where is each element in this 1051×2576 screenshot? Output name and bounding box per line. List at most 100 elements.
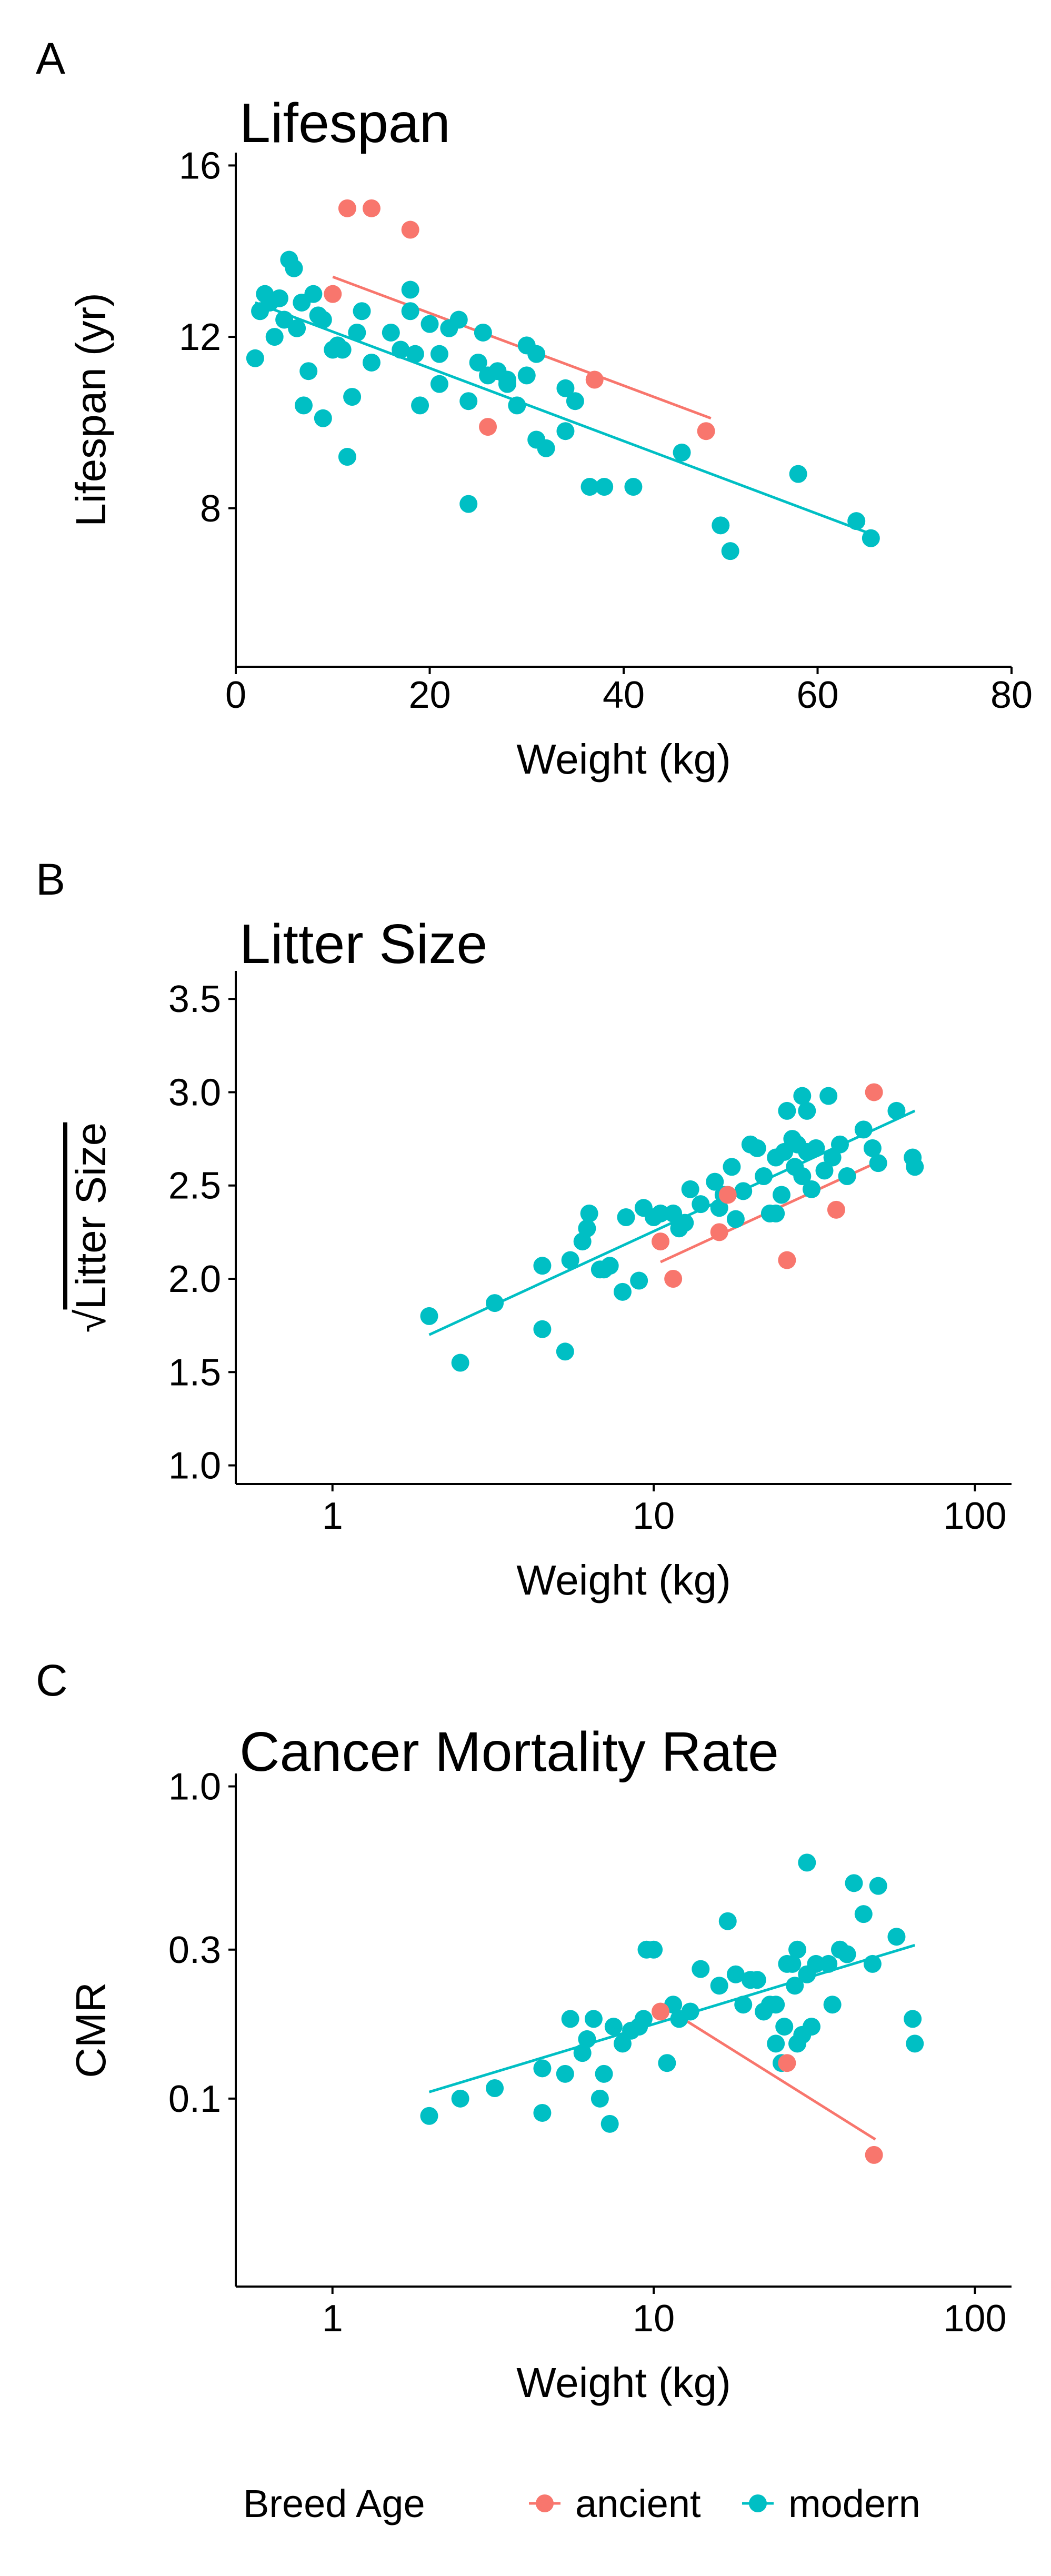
data-point-modern — [573, 2044, 592, 2062]
data-point-modern — [430, 345, 448, 363]
panel-label: B — [36, 855, 65, 904]
data-point-modern — [755, 1167, 773, 1185]
y-tick-label: 0.3 — [168, 1929, 221, 1971]
data-point-modern — [533, 2059, 552, 2078]
data-point-modern — [600, 1257, 619, 1275]
data-point-modern — [561, 1251, 579, 1269]
x-axis-title: Weight (kg) — [516, 1557, 731, 1603]
data-point-modern — [265, 328, 284, 346]
data-point-modern — [786, 1977, 804, 1995]
data-point-modern — [406, 345, 424, 363]
data-point-modern — [401, 302, 419, 320]
y-tick-label: 1.0 — [168, 1766, 221, 1808]
y-tick-label: 2.0 — [168, 1258, 221, 1300]
data-point-modern — [718, 1912, 737, 1930]
y-tick-label: 0.1 — [168, 2078, 221, 2120]
x-tick-label: 20 — [408, 674, 451, 716]
data-point-modern — [600, 2114, 619, 2133]
data-point-ancient — [338, 199, 356, 217]
data-point-modern — [498, 375, 516, 393]
data-point-modern — [748, 1971, 766, 1989]
data-point-ancient — [479, 418, 497, 436]
data-point-modern — [578, 1219, 596, 1238]
data-point-modern — [288, 319, 306, 337]
x-tick-label: 100 — [943, 2298, 1006, 2340]
data-point-modern — [793, 1087, 812, 1105]
panel-c-cancer-mortality-rate: C Cancer Mortality Rate 1 10 100 0.1 0.3 1.0 Wei… — [36, 1656, 1012, 2406]
data-point-ancient — [778, 2054, 796, 2072]
data-point-modern — [789, 465, 807, 483]
data-point-modern — [420, 1307, 438, 1325]
data-point-modern — [692, 1960, 710, 1978]
data-point-ancient — [324, 285, 342, 303]
data-point-modern — [556, 422, 575, 440]
data-point-modern — [451, 2089, 469, 2108]
data-point-modern — [767, 1204, 785, 1222]
y-tick-label: 1.5 — [168, 1351, 221, 1394]
data-point-modern — [692, 1195, 710, 1214]
data-point-modern — [712, 516, 730, 535]
data-point-modern — [533, 1320, 552, 1338]
data-point-modern — [411, 396, 429, 415]
data-point-modern — [726, 1210, 745, 1228]
data-point-modern — [869, 1154, 887, 1172]
data-point-modern — [721, 542, 739, 560]
data-point-ancient — [778, 1251, 796, 1269]
data-point-modern — [798, 1853, 816, 1872]
chart-title: Cancer Mortality Rate — [239, 1721, 779, 1783]
data-point-modern — [807, 1139, 825, 1157]
data-point-modern — [333, 340, 352, 359]
data-point-modern — [420, 2107, 438, 2125]
data-point-modern — [775, 1142, 794, 1161]
data-point-modern — [517, 366, 536, 385]
data-point-modern — [863, 1954, 882, 1973]
y-axis-title: CMR — [67, 1982, 114, 2078]
data-point-modern — [854, 1905, 873, 1923]
data-point-modern — [863, 1139, 882, 1157]
y-axis-title: Lifespan (yr) — [67, 293, 114, 527]
data-point-modern — [634, 2010, 653, 2028]
data-point-modern — [734, 1996, 753, 2014]
panel-a-lifespan: A Lifespan 0 20 40 60 80 8 12 16 Weight (kg) Lifesp… — [36, 34, 1033, 783]
x-axis-title: Weight (kg) — [516, 736, 731, 783]
data-point-modern — [595, 2064, 613, 2083]
data-point-modern — [706, 1172, 724, 1191]
y-tick-label: 3.5 — [168, 978, 221, 1020]
legend-key-point-modern — [749, 2494, 767, 2512]
data-point-modern — [459, 495, 478, 513]
data-point-modern — [775, 2018, 794, 2036]
legend-title: Breed Age — [243, 2482, 425, 2525]
legend-key-point-ancient — [536, 2494, 554, 2512]
data-point-modern — [906, 2034, 924, 2053]
y-axis-title: √Litter Size — [67, 1122, 114, 1333]
data-point-modern — [527, 345, 546, 363]
data-point-modern — [469, 353, 487, 372]
data-point-modern — [314, 409, 332, 427]
data-point-modern — [830, 1135, 849, 1154]
data-point-modern — [838, 1167, 856, 1185]
data-point-modern — [673, 443, 691, 462]
legend-label-ancient: ancient — [575, 2482, 701, 2525]
data-point-modern — [556, 2064, 574, 2083]
data-point-modern — [862, 529, 880, 547]
data-point-modern — [788, 1940, 807, 1959]
data-point-ancient — [718, 1186, 737, 1204]
data-point-modern — [748, 1139, 766, 1157]
data-point-modern — [459, 392, 478, 410]
x-tick-label: 10 — [633, 1495, 675, 1537]
data-point-modern — [815, 1161, 834, 1180]
data-point-modern — [451, 1354, 469, 1372]
chart-title: Litter Size — [239, 913, 487, 975]
data-point-ancient — [362, 199, 381, 217]
data-point-modern — [362, 353, 381, 372]
x-tick-label: 1 — [322, 1495, 343, 1537]
data-point-modern — [508, 396, 526, 415]
data-point-modern — [486, 1294, 504, 1312]
data-point-modern — [561, 2010, 579, 2028]
data-point-modern — [533, 2103, 552, 2122]
data-point-modern — [275, 310, 294, 329]
data-point-modern — [449, 310, 468, 329]
data-point-modern — [819, 1954, 838, 1973]
data-point-modern — [630, 1271, 648, 1290]
data-point-modern — [652, 1204, 670, 1222]
